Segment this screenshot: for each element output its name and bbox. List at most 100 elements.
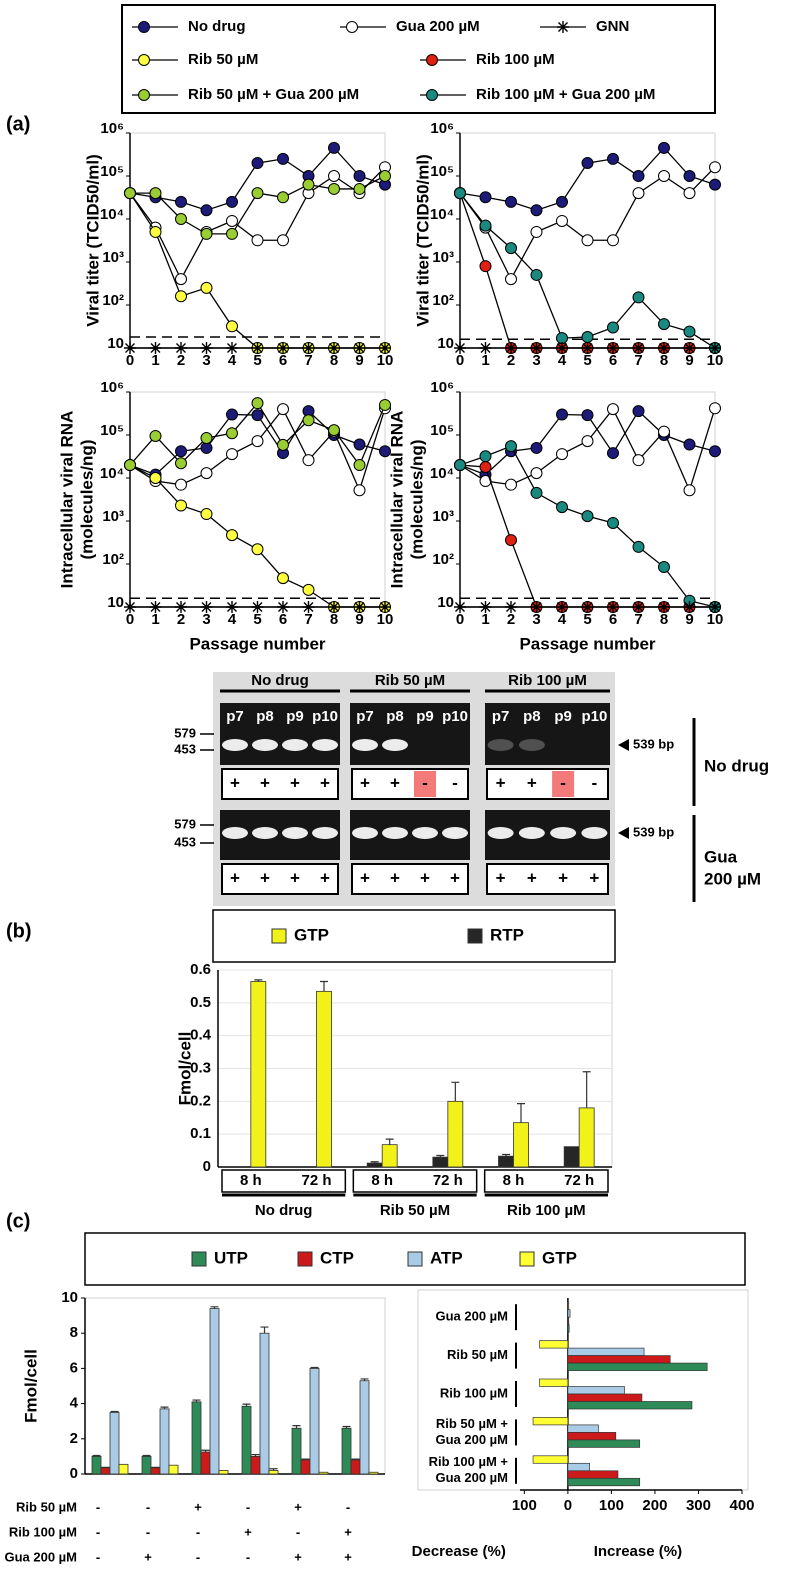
legend-swatch <box>297 1251 313 1267</box>
data-point <box>632 291 645 304</box>
condition-value: + <box>144 1549 152 1564</box>
bar <box>316 990 332 1168</box>
y-axis-label: Fmol/cell <box>21 1349 40 1423</box>
y-axis-label: Viral titer (TCID50/ml) <box>413 154 432 327</box>
bar <box>209 1308 220 1475</box>
x-tick-label: 2 <box>177 611 185 628</box>
data-point <box>200 508 213 521</box>
y-tick-label: 4 <box>70 1395 79 1412</box>
x-tick-label: 9 <box>355 352 363 369</box>
bar <box>109 1412 120 1475</box>
data-point <box>607 403 619 416</box>
gel-image <box>220 703 340 765</box>
gel-band <box>252 739 278 751</box>
error-bar <box>502 1153 510 1157</box>
gel-image <box>350 703 470 765</box>
x-tick-label: 1 <box>151 352 159 369</box>
condition-value: - <box>346 1499 350 1514</box>
data-point <box>658 342 670 354</box>
y-tick-label: 0 <box>70 1465 78 1482</box>
data-point <box>683 484 696 497</box>
x-tick-label: 2 <box>507 611 515 628</box>
data-point <box>251 234 264 247</box>
x-axis-label: Increase (%) <box>594 1543 682 1560</box>
data-point <box>454 459 466 472</box>
error-bar <box>342 1425 351 1429</box>
error-bar <box>201 1449 210 1452</box>
data-point <box>149 601 162 613</box>
condition-value: - <box>146 1524 150 1539</box>
data-point <box>277 572 289 585</box>
y-tick-label: 10 <box>107 594 124 611</box>
data-point <box>530 268 543 281</box>
data-point <box>581 409 594 422</box>
panel-label: (a) <box>6 113 30 135</box>
data-point <box>379 398 391 411</box>
condition-value: - <box>246 1549 250 1564</box>
data-point <box>479 450 492 463</box>
x-tick-label: 72 h <box>564 1172 594 1189</box>
result-value: + <box>230 773 240 792</box>
bar <box>567 1386 625 1395</box>
size-marker: 579 <box>174 725 196 740</box>
gel-group-label: Rib 50 µM <box>375 672 445 689</box>
data-point <box>581 331 594 344</box>
data-point <box>175 195 187 208</box>
y-tick-label: 10³ <box>432 249 454 266</box>
y-tick-label: 10⁶ <box>430 379 454 396</box>
data-point <box>379 342 391 354</box>
gel-image <box>485 703 610 765</box>
error-bar <box>142 1454 151 1457</box>
bar <box>567 1424 599 1433</box>
error-bar <box>320 980 328 992</box>
lane-label: p7 <box>356 708 374 725</box>
data-point <box>251 601 264 613</box>
data-point <box>251 397 264 410</box>
result-value: + <box>390 773 400 792</box>
error-bar <box>192 1399 201 1402</box>
data-point <box>632 405 645 418</box>
legend-label: RTP <box>490 925 524 944</box>
bar <box>567 1401 693 1410</box>
y-tick-label: 10⁴ <box>100 206 124 223</box>
y-tick-label: 0.4 <box>190 1027 212 1044</box>
x-tick-label: 8 h <box>240 1172 262 1189</box>
condition-label: Rib 50 µM <box>16 1499 77 1514</box>
result-value: - <box>452 773 458 792</box>
legend-marker <box>138 54 150 66</box>
bar <box>118 1463 129 1475</box>
result-value: + <box>230 868 240 887</box>
data-point <box>226 448 238 461</box>
result-value: + <box>527 773 537 792</box>
result-box <box>486 768 609 800</box>
data-point <box>302 583 315 596</box>
error-bar <box>385 1138 394 1145</box>
lane-label: p8 <box>523 708 541 725</box>
gel-band <box>412 827 438 839</box>
x-tick-label: 3 <box>532 611 540 628</box>
x-tick-label: 10 <box>377 352 394 369</box>
error-bar <box>251 1454 260 1457</box>
result-value: + <box>320 868 330 887</box>
x-tick-label: 100 <box>512 1497 537 1514</box>
x-tick-label: 6 <box>609 611 617 628</box>
x-tick-label: 72 h <box>301 1172 331 1189</box>
data-point <box>556 448 568 461</box>
data-point <box>505 195 517 208</box>
data-point <box>302 342 315 354</box>
x-tick-label: 6 <box>279 611 287 628</box>
data-point <box>226 601 238 613</box>
bar <box>567 1462 590 1472</box>
legend-label: Gua 200 µM <box>396 18 480 35</box>
bar <box>578 1107 595 1168</box>
x-tick-label: 8 <box>660 611 668 628</box>
bar <box>539 1378 569 1387</box>
legend-swatch <box>271 928 287 944</box>
bar <box>100 1467 111 1475</box>
band-label: 539 bp <box>633 824 674 839</box>
data-point <box>124 601 136 613</box>
data-point <box>505 242 517 255</box>
data-point <box>353 438 366 451</box>
y-tick-label: 0 <box>203 1158 211 1175</box>
data-point <box>149 187 162 200</box>
